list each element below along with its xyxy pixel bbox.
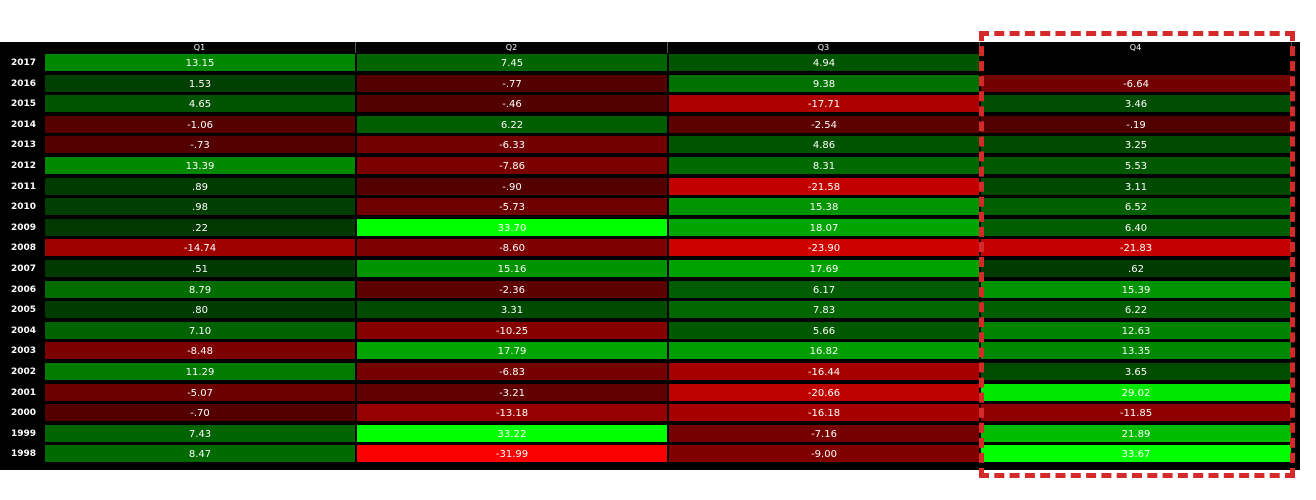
heatmap-cell: -21.58 [668, 176, 980, 196]
year-label-2009: 2009 [10, 222, 36, 233]
heatmap-cell: -9.00 [668, 444, 980, 464]
heatmap-cell: -1.06 [44, 114, 356, 134]
heatmap-cell: 8.79 [44, 279, 356, 299]
year-label-2013: 2013 [10, 140, 36, 151]
year-label-2006: 2006 [10, 284, 36, 295]
heatmap-cell: .80 [44, 300, 356, 320]
q4-highlight-box [979, 31, 1295, 478]
heatmap-cell: 4.94 [668, 53, 980, 72]
year-label-2011: 2011 [10, 181, 36, 192]
heatmap-cell: -5.73 [356, 197, 668, 217]
year-label-1999: 1999 [10, 428, 36, 439]
heatmap-cell: .89 [44, 176, 356, 196]
heatmap-cell: 8.47 [44, 444, 356, 464]
heatmap-cell: 13.39 [44, 156, 356, 175]
year-label-2010: 2010 [10, 202, 36, 213]
heatmap-cell: 4.86 [668, 135, 980, 155]
heatmap-cell: 8.31 [668, 156, 980, 175]
heatmap-cell: -5.07 [44, 382, 356, 402]
heatmap-cell: -2.36 [356, 279, 668, 299]
heatmap-cell: -.46 [356, 94, 668, 114]
heatmap-cell: 17.79 [356, 341, 668, 361]
heatmap-cell: -16.18 [668, 403, 980, 423]
heatmap-cell: 3.31 [356, 300, 668, 320]
year-label-2007: 2007 [10, 264, 36, 274]
year-label-1998: 1998 [10, 449, 36, 460]
heatmap-cell: -8.60 [356, 238, 668, 258]
heatmap-cell: -14.74 [44, 238, 356, 258]
quarterly-returns-heatmap: Q1 Q2 Q3 Q4 2017 13.15 7.45 4.94 2016 1.53 -.77 9.3… [0, 42, 1300, 470]
heatmap-cell: -31.99 [356, 444, 668, 464]
year-label-2004: 2004 [10, 325, 36, 336]
heatmap-cell: 11.29 [44, 362, 356, 381]
heatmap-cell: 16.82 [668, 341, 980, 361]
heatmap-cell: 9.38 [668, 73, 980, 93]
heatmap-cell: .51 [44, 259, 356, 278]
heatmap-cell: -17.71 [668, 94, 980, 114]
year-label-2005: 2005 [10, 305, 36, 316]
heatmap-cell: 7.45 [356, 53, 668, 72]
heatmap-cell: -7.16 [668, 423, 980, 443]
heatmap-cell: -.77 [356, 73, 668, 93]
heatmap-cell: -6.83 [356, 362, 668, 381]
heatmap-cell: -10.25 [356, 320, 668, 340]
heatmap-cell: -2.54 [668, 114, 980, 134]
year-label-2012: 2012 [10, 161, 36, 171]
heatmap-cell: 7.83 [668, 300, 980, 320]
heatmap-cell: -20.66 [668, 382, 980, 402]
year-label-2015: 2015 [10, 99, 36, 110]
column-header-q3: Q3 [668, 42, 980, 53]
heatmap-cell: 6.22 [356, 114, 668, 134]
heatmap-cell: 7.43 [44, 423, 356, 443]
year-label-2000: 2000 [10, 408, 36, 419]
heatmap-cell: -3.21 [356, 382, 668, 402]
heatmap-cell: 18.07 [668, 217, 980, 237]
heatmap-cell: -.70 [44, 403, 356, 423]
heatmap-cell: -8.48 [44, 341, 356, 361]
heatmap-cell: -6.33 [356, 135, 668, 155]
heatmap-cell: -.73 [44, 135, 356, 155]
column-header-q1: Q1 [44, 42, 356, 53]
heatmap-cell: 15.16 [356, 259, 668, 278]
heatmap-cell: -7.86 [356, 156, 668, 175]
heatmap-cell: 7.10 [44, 320, 356, 340]
heatmap-cell: 13.15 [44, 53, 356, 72]
heatmap-cell: 17.69 [668, 259, 980, 278]
heatmap-cell: -.90 [356, 176, 668, 196]
heatmap-cell: 6.17 [668, 279, 980, 299]
year-label-2016: 2016 [10, 78, 36, 89]
year-label-2002: 2002 [10, 367, 36, 377]
heatmap-cell: .22 [44, 217, 356, 237]
heatmap-cell: -23.90 [668, 238, 980, 258]
heatmap-cell: 4.65 [44, 94, 356, 114]
year-label-2017: 2017 [10, 58, 36, 68]
heatmap-cell: 1.53 [44, 73, 356, 93]
heatmap-cell: -13.18 [356, 403, 668, 423]
heatmap-cell: 33.70 [356, 217, 668, 237]
year-label-2003: 2003 [10, 346, 36, 357]
heatmap-cell: -16.44 [668, 362, 980, 381]
heatmap-cell: 5.66 [668, 320, 980, 340]
year-label-2008: 2008 [10, 243, 36, 254]
heatmap-cell: 15.38 [668, 197, 980, 217]
column-header-q2: Q2 [356, 42, 668, 53]
heatmap-cell: 33.22 [356, 423, 668, 443]
year-label-2014: 2014 [10, 119, 36, 130]
year-label-2001: 2001 [10, 387, 36, 398]
heatmap-cell: .98 [44, 197, 356, 217]
